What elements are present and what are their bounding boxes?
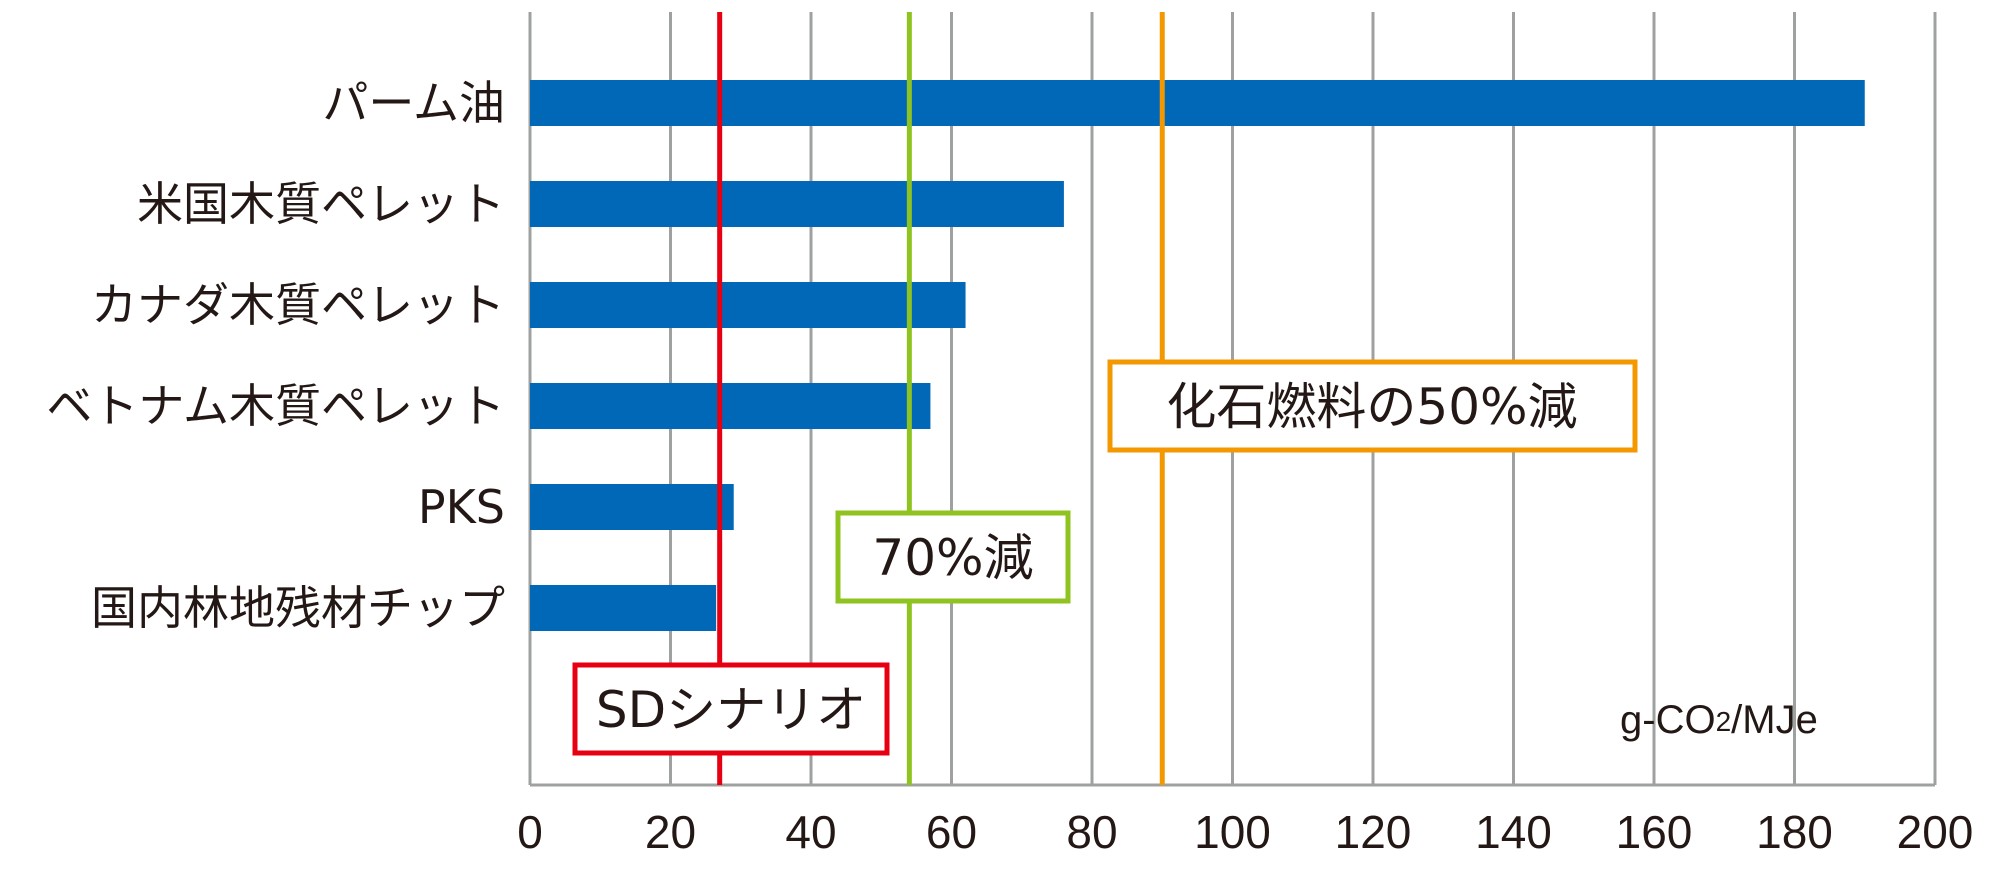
- category-label: パーム油: [322, 76, 505, 130]
- x-tick-label: 20: [645, 806, 696, 858]
- bar: [530, 484, 734, 530]
- x-tick-label: 140: [1475, 806, 1552, 858]
- category-label: ベトナム木質ペレット: [46, 379, 505, 433]
- category-label: 国内林地残材チップ: [91, 581, 505, 635]
- bar: [530, 181, 1064, 227]
- category-label: PKS: [418, 480, 505, 534]
- x-tick-label: 160: [1616, 806, 1693, 858]
- bar: [530, 282, 966, 328]
- x-tick-label: 0: [517, 806, 543, 858]
- bar: [530, 585, 717, 631]
- category-label: カナダ木質ペレット: [91, 278, 505, 332]
- annotation-label: SDシナリオ: [596, 681, 866, 739]
- x-tick-label: 100: [1194, 806, 1271, 858]
- reference-lines: SDシナリオ 70%減 化石燃料の50%減: [572, 12, 1638, 785]
- annotation-label: 70%減: [872, 529, 1033, 587]
- annotation-box: [572, 662, 890, 756]
- x-tick-label: 80: [1066, 806, 1117, 858]
- annotation-box: [1107, 359, 1638, 453]
- x-tick-labels: 0 20 40 60 80 100 120 140 160 180 200: [517, 806, 1973, 858]
- x-tick-label: 60: [926, 806, 977, 858]
- bar: [530, 383, 931, 429]
- x-tick-label: 40: [785, 806, 836, 858]
- x-tick-label: 200: [1897, 806, 1974, 858]
- bars: [530, 80, 1865, 631]
- annotation-box: [835, 510, 1071, 604]
- x-tick-label: 120: [1335, 806, 1412, 858]
- annotation-label: 化石燃料の50%減: [1166, 378, 1577, 436]
- unit-label: g-CO2/MJe: [1620, 698, 1818, 742]
- category-label: 米国木質ペレット: [137, 177, 505, 231]
- bar: [530, 80, 1865, 126]
- x-tick-label: 180: [1756, 806, 1833, 858]
